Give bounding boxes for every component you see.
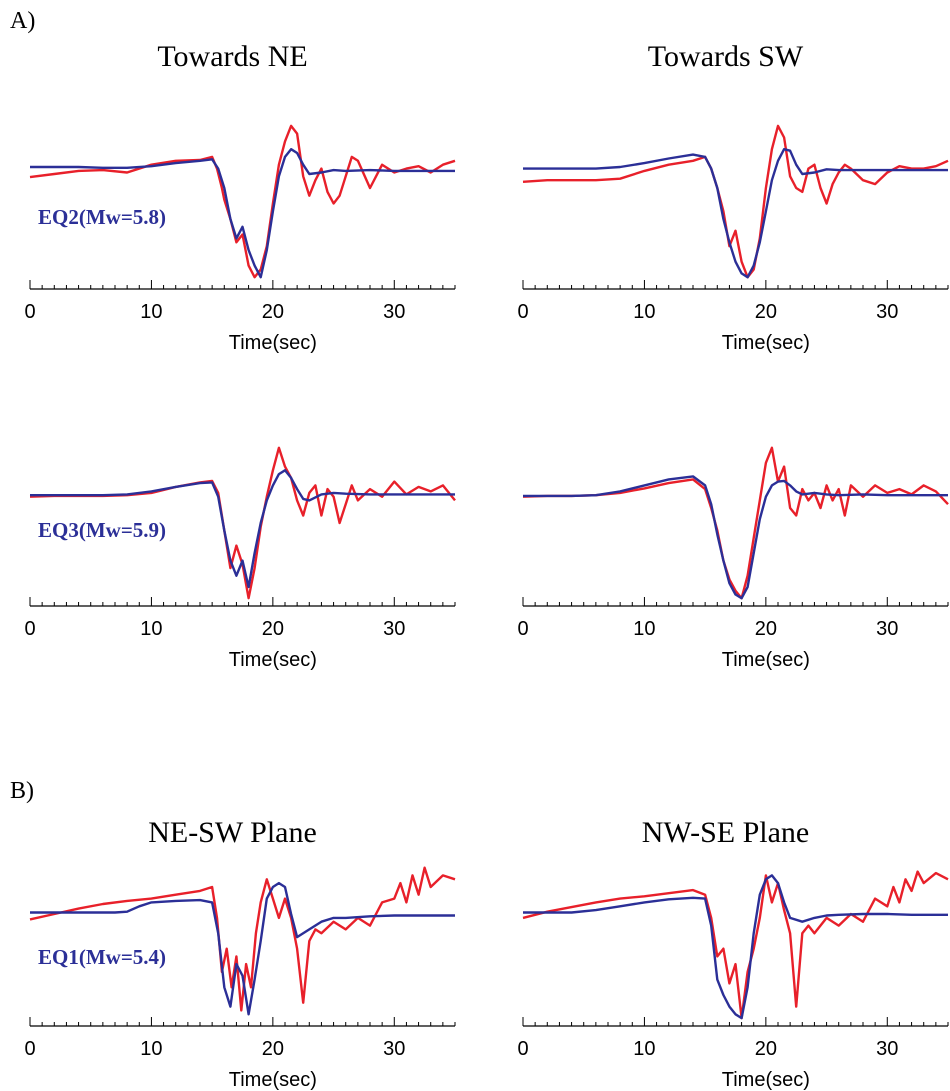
x-axis-label: Time(sec) bbox=[229, 332, 317, 354]
x-tick-label: 30 bbox=[383, 618, 405, 640]
x-axis-label: Time(sec) bbox=[722, 332, 810, 354]
x-tick-label: 20 bbox=[262, 1038, 284, 1060]
x-axis-label: Time(sec) bbox=[722, 649, 810, 671]
x-tick-label: 0 bbox=[517, 1038, 528, 1060]
event-annotation: EQ2(Mw=5.8) bbox=[38, 205, 166, 229]
series-line bbox=[30, 881, 455, 1016]
x-axis-label: Time(sec) bbox=[722, 1069, 810, 1091]
chart-panel: Towards NE EQ2(Mw=5.8) 0 10 20 30 Time(sec) bbox=[24, 40, 456, 354]
x-tick-label: 10 bbox=[140, 1038, 162, 1060]
series-line bbox=[29, 124, 456, 279]
x-tick-label: 20 bbox=[262, 301, 284, 323]
series-line bbox=[523, 475, 948, 600]
event-annotation: EQ1(Mw=5.4) bbox=[38, 945, 166, 969]
series-line bbox=[522, 124, 949, 279]
chart-panel: Towards SW 0 10 20 30 Time(sec) bbox=[517, 40, 949, 354]
x-tick-label: 0 bbox=[517, 301, 528, 323]
x-tick-label: 20 bbox=[755, 301, 777, 323]
x-tick-label: 20 bbox=[262, 618, 284, 640]
chart-panel: 0 10 20 30 Time(sec) bbox=[517, 446, 949, 671]
x-tick-label: 20 bbox=[755, 618, 777, 640]
x-tick-label: 10 bbox=[633, 618, 655, 640]
series-line bbox=[29, 866, 456, 1012]
chart-panel: NW-SE Plane 0 10 20 30 Time(sec) bbox=[517, 816, 949, 1091]
chart-panel: NE-SW Plane EQ1(Mw=5.4) 0 10 20 30 Time(sec) bbox=[24, 816, 456, 1091]
series-line bbox=[522, 870, 949, 1020]
x-tick-label: 30 bbox=[876, 1038, 898, 1060]
x-tick-label: 0 bbox=[517, 618, 528, 640]
section-label-a: A) bbox=[10, 8, 36, 34]
x-tick-label: 30 bbox=[876, 618, 898, 640]
chart-title: Towards NE bbox=[157, 40, 307, 73]
series-line bbox=[522, 446, 949, 600]
x-axis-label: Time(sec) bbox=[229, 649, 317, 671]
event-annotation: EQ3(Mw=5.9) bbox=[38, 518, 166, 542]
x-tick-label: 0 bbox=[24, 301, 35, 323]
x-tick-label: 30 bbox=[383, 1038, 405, 1060]
x-tick-label: 10 bbox=[633, 1038, 655, 1060]
x-tick-label: 30 bbox=[876, 301, 898, 323]
chart-title: NE-SW Plane bbox=[148, 816, 317, 849]
section-label-b: B) bbox=[10, 778, 34, 804]
x-tick-label: 10 bbox=[140, 301, 162, 323]
x-tick-label: 0 bbox=[24, 1038, 35, 1060]
chart-title: Towards SW bbox=[648, 40, 804, 73]
chart-panel: EQ3(Mw=5.9) 0 10 20 30 Time(sec) bbox=[24, 446, 456, 671]
chart-title: NW-SE Plane bbox=[642, 816, 809, 849]
x-tick-label: 20 bbox=[755, 1038, 777, 1060]
x-tick-label: 10 bbox=[140, 618, 162, 640]
x-axis-label: Time(sec) bbox=[229, 1069, 317, 1091]
series-line bbox=[523, 874, 948, 1020]
series-line bbox=[30, 148, 455, 279]
series-line bbox=[30, 469, 455, 589]
x-tick-label: 30 bbox=[383, 301, 405, 323]
x-tick-label: 0 bbox=[24, 618, 35, 640]
series-line bbox=[523, 148, 948, 279]
x-tick-label: 10 bbox=[633, 301, 655, 323]
